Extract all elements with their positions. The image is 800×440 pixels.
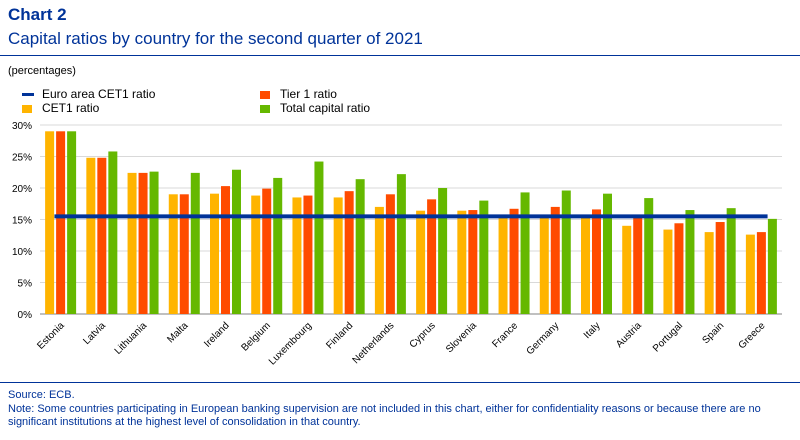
bar-cet1-ratio: [86, 157, 96, 314]
bar-tier-1-ratio: [509, 208, 519, 314]
bar-total-capital-ratio: [314, 161, 324, 314]
bar-tier-1-ratio: [179, 194, 189, 314]
bar-cet1-ratio: [622, 225, 632, 314]
x-tick-label: Spain: [700, 320, 726, 346]
x-tick-label: Ireland: [202, 320, 231, 349]
bar-tier-1-ratio: [468, 210, 478, 314]
units-label: (percentages): [8, 65, 76, 77]
legend-swatch-total: [260, 105, 270, 113]
x-tick-label: Luxembourg: [267, 320, 314, 367]
x-tick-label: Austria: [614, 320, 644, 350]
source-text: Source: ECB.: [8, 389, 75, 401]
x-tick-label: France: [490, 320, 520, 350]
bar-tier-1-ratio: [756, 232, 766, 314]
x-tick-label: Estonia: [35, 320, 67, 352]
footer-rule: [0, 382, 800, 383]
legend-label-euro-area-cet1: Euro area CET1 ratio: [42, 87, 156, 101]
bar-tier-1-ratio: [550, 206, 560, 314]
y-tick-label: 20%: [12, 184, 32, 195]
legend-swatch-tier1: [260, 91, 270, 99]
bar-total-capital-ratio: [108, 151, 118, 314]
bar-tier-1-ratio: [221, 186, 230, 314]
bar-total-capital-ratio: [561, 190, 571, 314]
bar-cet1-ratio: [498, 216, 508, 314]
y-tick-label: 0%: [18, 310, 33, 321]
x-tick-label: Cyprus: [408, 320, 438, 350]
bar-cet1-ratio: [745, 234, 755, 314]
bar-tier-1-ratio: [262, 188, 272, 314]
y-tick-label: 10%: [12, 247, 32, 258]
bar-tier-1-ratio: [385, 194, 395, 314]
bar-total-capital-ratio: [767, 218, 777, 314]
x-tick-label: Lithuania: [113, 320, 150, 357]
bar-chart: 0% 5% 10% 15% 20% 25% 30% Estonia Latvia Lithuani…: [12, 121, 782, 367]
legend-swatch-cet1: [22, 105, 32, 113]
bar-tier-1-ratio: [427, 199, 437, 314]
y-tick-label: 15%: [12, 216, 32, 227]
bar-tier-1-ratio: [303, 195, 313, 314]
y-tick-label: 5%: [18, 279, 33, 290]
bar-total-capital-ratio: [190, 172, 200, 314]
chart-label: Chart 2: [8, 5, 67, 24]
bar-total-capital-ratio: [273, 177, 283, 314]
legend-swatch-euro-area-cet1: [22, 93, 34, 96]
bar-cet1-ratio: [45, 131, 55, 314]
bar-cet1-ratio: [210, 193, 219, 314]
x-tick-label: Malta: [165, 320, 190, 345]
header-rule: [0, 55, 800, 56]
x-tick-label: Finland: [324, 320, 355, 351]
legend-label-tier1: Tier 1 ratio: [280, 87, 337, 101]
bar-tier-1-ratio: [56, 131, 66, 314]
bar-tier-1-ratio: [344, 191, 354, 314]
bar-cet1-ratio: [457, 210, 467, 314]
legend-label-total: Total capital ratio: [280, 101, 371, 115]
bar-tier-1-ratio: [592, 209, 601, 314]
bar-total-capital-ratio: [67, 131, 77, 314]
bar-total-capital-ratio: [726, 208, 736, 314]
bar-cet1-ratio: [127, 172, 137, 314]
bar-total-capital-ratio: [520, 192, 530, 314]
bar-cet1-ratio: [292, 197, 302, 314]
y-tick-label: 30%: [12, 121, 32, 132]
x-tick-label: Latvia: [81, 320, 108, 347]
bar-total-capital-ratio: [685, 210, 695, 314]
bar-total-capital-ratio: [355, 179, 365, 314]
bar-tier-1-ratio: [674, 223, 684, 314]
bar-cet1-ratio: [539, 215, 549, 314]
note-text: Note: Some countries participating in Eu…: [8, 403, 761, 428]
bar-total-capital-ratio: [232, 169, 241, 314]
x-tick-label: Portugal: [651, 320, 685, 354]
bar-tier-1-ratio: [97, 157, 107, 314]
x-tick-label: Germany: [525, 320, 562, 357]
x-tick-label: Greece: [737, 320, 768, 351]
bar-cet1-ratio: [333, 197, 343, 314]
bar-cet1-ratio: [704, 232, 714, 314]
bar-total-capital-ratio: [438, 188, 448, 314]
bar-total-capital-ratio: [396, 174, 406, 314]
bar-tier-1-ratio: [138, 172, 148, 314]
bar-cet1-ratio: [374, 206, 384, 314]
legend-label-cet1: CET1 ratio: [42, 101, 100, 115]
bar-cet1-ratio: [251, 195, 261, 314]
bar-cet1-ratio: [663, 229, 673, 314]
bar-tier-1-ratio: [633, 216, 643, 314]
bar-total-capital-ratio: [603, 193, 612, 314]
chart-title: Capital ratios by country for the second…: [8, 29, 423, 48]
x-tick-label: Italy: [582, 320, 603, 341]
bar-tier-1-ratio: [715, 222, 725, 314]
bar-total-capital-ratio: [149, 171, 159, 314]
x-tick-label: Belgium: [240, 320, 273, 353]
x-tick-label: Slovenia: [444, 320, 479, 355]
y-tick-label: 25%: [12, 153, 32, 164]
x-tick-label: Netherlands: [351, 320, 397, 366]
bar-cet1-ratio: [168, 194, 178, 314]
bar-cet1-ratio: [581, 216, 590, 314]
bar-total-capital-ratio: [644, 198, 654, 314]
bar-cet1-ratio: [416, 210, 426, 314]
bar-total-capital-ratio: [479, 200, 489, 314]
